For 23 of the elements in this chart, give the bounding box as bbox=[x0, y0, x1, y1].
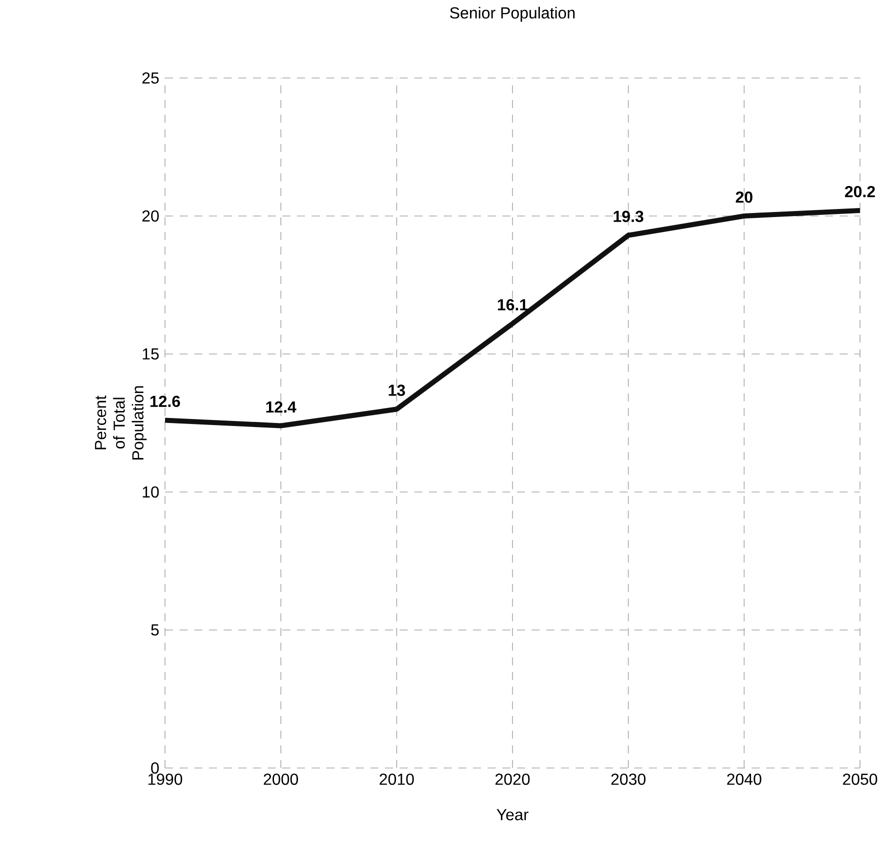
y-axis-title: Percent of Total Population bbox=[95, 386, 147, 460]
y-tick-label: 20 bbox=[142, 210, 159, 222]
data-label: 20.2 bbox=[844, 186, 875, 198]
x-tick-label: 2050 bbox=[842, 774, 878, 785]
data-label: 12.6 bbox=[150, 396, 180, 408]
x-tick-label: 2010 bbox=[380, 774, 414, 785]
data-label: 16.1 bbox=[498, 299, 528, 310]
x-tick-label: 2000 bbox=[264, 774, 298, 785]
x-tick-label: 1990 bbox=[148, 774, 182, 785]
data-label: 20 bbox=[736, 191, 752, 203]
data-label: 19.3 bbox=[614, 210, 644, 222]
x-tick-label: 2030 bbox=[611, 774, 646, 785]
y-tick-label: 0 bbox=[151, 762, 159, 774]
y-tick-label: 5 bbox=[151, 624, 159, 636]
x-tick-label: 2040 bbox=[727, 774, 762, 785]
x-tick-label: 2020 bbox=[495, 774, 530, 785]
y-tick-label: 10 bbox=[142, 486, 159, 498]
data-label: 13 bbox=[388, 384, 405, 396]
y-tick-label: 25 bbox=[142, 72, 159, 84]
chart-title: Senior Population bbox=[450, 6, 575, 22]
y-tick-label: 15 bbox=[142, 348, 159, 360]
x-axis-title: Year bbox=[496, 809, 528, 820]
data-label: 12.4 bbox=[266, 401, 296, 413]
